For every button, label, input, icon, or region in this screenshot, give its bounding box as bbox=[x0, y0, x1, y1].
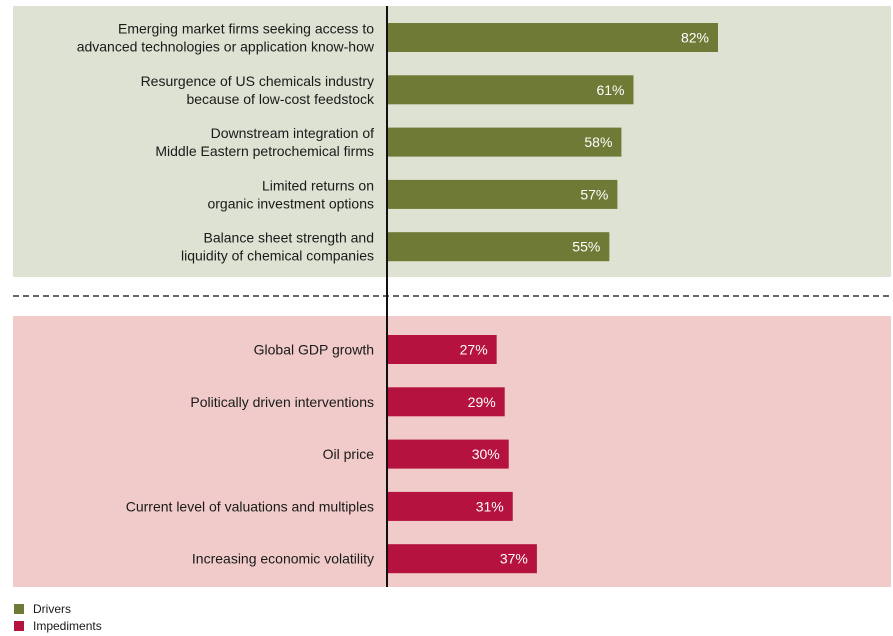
drivers-bar-3 bbox=[388, 179, 618, 209]
drivers-category-label-1-line-0: Resurgence of US chemicals industry bbox=[141, 73, 374, 89]
drivers-category-label-3-line-1: organic investment options bbox=[207, 195, 374, 211]
drivers-value-label-2: 58% bbox=[584, 134, 612, 150]
impediments-value-label-3: 31% bbox=[476, 498, 504, 514]
legend-label-impediments: Impediments bbox=[33, 618, 102, 633]
drivers-category-label-2-line-1: Middle Eastern petrochemical firms bbox=[155, 143, 374, 159]
impediments-category-label-4-line-0: Increasing economic volatility bbox=[192, 551, 374, 567]
legend-item-impediments: Impediments bbox=[14, 617, 102, 634]
impediments-bar-3 bbox=[388, 491, 513, 521]
drivers-bar-2 bbox=[388, 127, 622, 157]
impediments-category-label-2-line-0: Oil price bbox=[323, 446, 375, 462]
legend: Drivers Impediments bbox=[14, 600, 102, 634]
chart: 82% Emerging market firms seeking access … bbox=[13, 6, 891, 587]
impediments-value-label-2: 30% bbox=[472, 446, 500, 462]
drivers-category-label-1-line-1: because of low-cost feedstock bbox=[186, 91, 375, 107]
drivers-category-label-4-line-1: liquidity of chemical companies bbox=[181, 248, 374, 264]
impediments-value-label-1: 29% bbox=[468, 394, 496, 410]
impediments-bar-1 bbox=[388, 387, 505, 417]
drivers-value-label-1: 61% bbox=[596, 82, 624, 98]
legend-swatch-drivers bbox=[14, 603, 24, 614]
drivers-bar-4 bbox=[388, 232, 610, 262]
impediments-category-label-3-line-0: Current level of valuations and multiple… bbox=[126, 498, 374, 514]
impediments-bar-0 bbox=[388, 335, 497, 364]
impediments-bar-2 bbox=[388, 439, 509, 469]
drivers-value-label-0: 82% bbox=[681, 30, 709, 46]
drivers-bar-0 bbox=[388, 23, 718, 52]
legend-swatch-impediments bbox=[14, 620, 24, 631]
impediments-value-label-0: 27% bbox=[460, 342, 488, 358]
legend-item-drivers: Drivers bbox=[14, 600, 102, 617]
drivers-value-label-4: 55% bbox=[572, 239, 600, 255]
drivers-category-label-3-line-0: Limited returns on bbox=[262, 177, 374, 193]
impediments-value-label-4: 37% bbox=[500, 551, 528, 567]
drivers-category-label-2-line-0: Downstream integration of bbox=[211, 125, 375, 141]
drivers-bar-1 bbox=[388, 75, 634, 105]
impediments-category-label-1-line-0: Politically driven interventions bbox=[190, 394, 374, 410]
impediments-bar-4 bbox=[388, 544, 537, 574]
drivers-category-label-0-line-0: Emerging market firms seeking access to bbox=[118, 21, 374, 37]
impediments-category-label-0-line-0: Global GDP growth bbox=[254, 342, 374, 358]
drivers-category-label-4-line-0: Balance sheet strength and bbox=[204, 230, 374, 246]
drivers-category-label-0-line-1: advanced technologies or application kno… bbox=[77, 39, 375, 55]
drivers-value-label-3: 57% bbox=[580, 186, 608, 202]
legend-label-drivers: Drivers bbox=[33, 601, 71, 616]
